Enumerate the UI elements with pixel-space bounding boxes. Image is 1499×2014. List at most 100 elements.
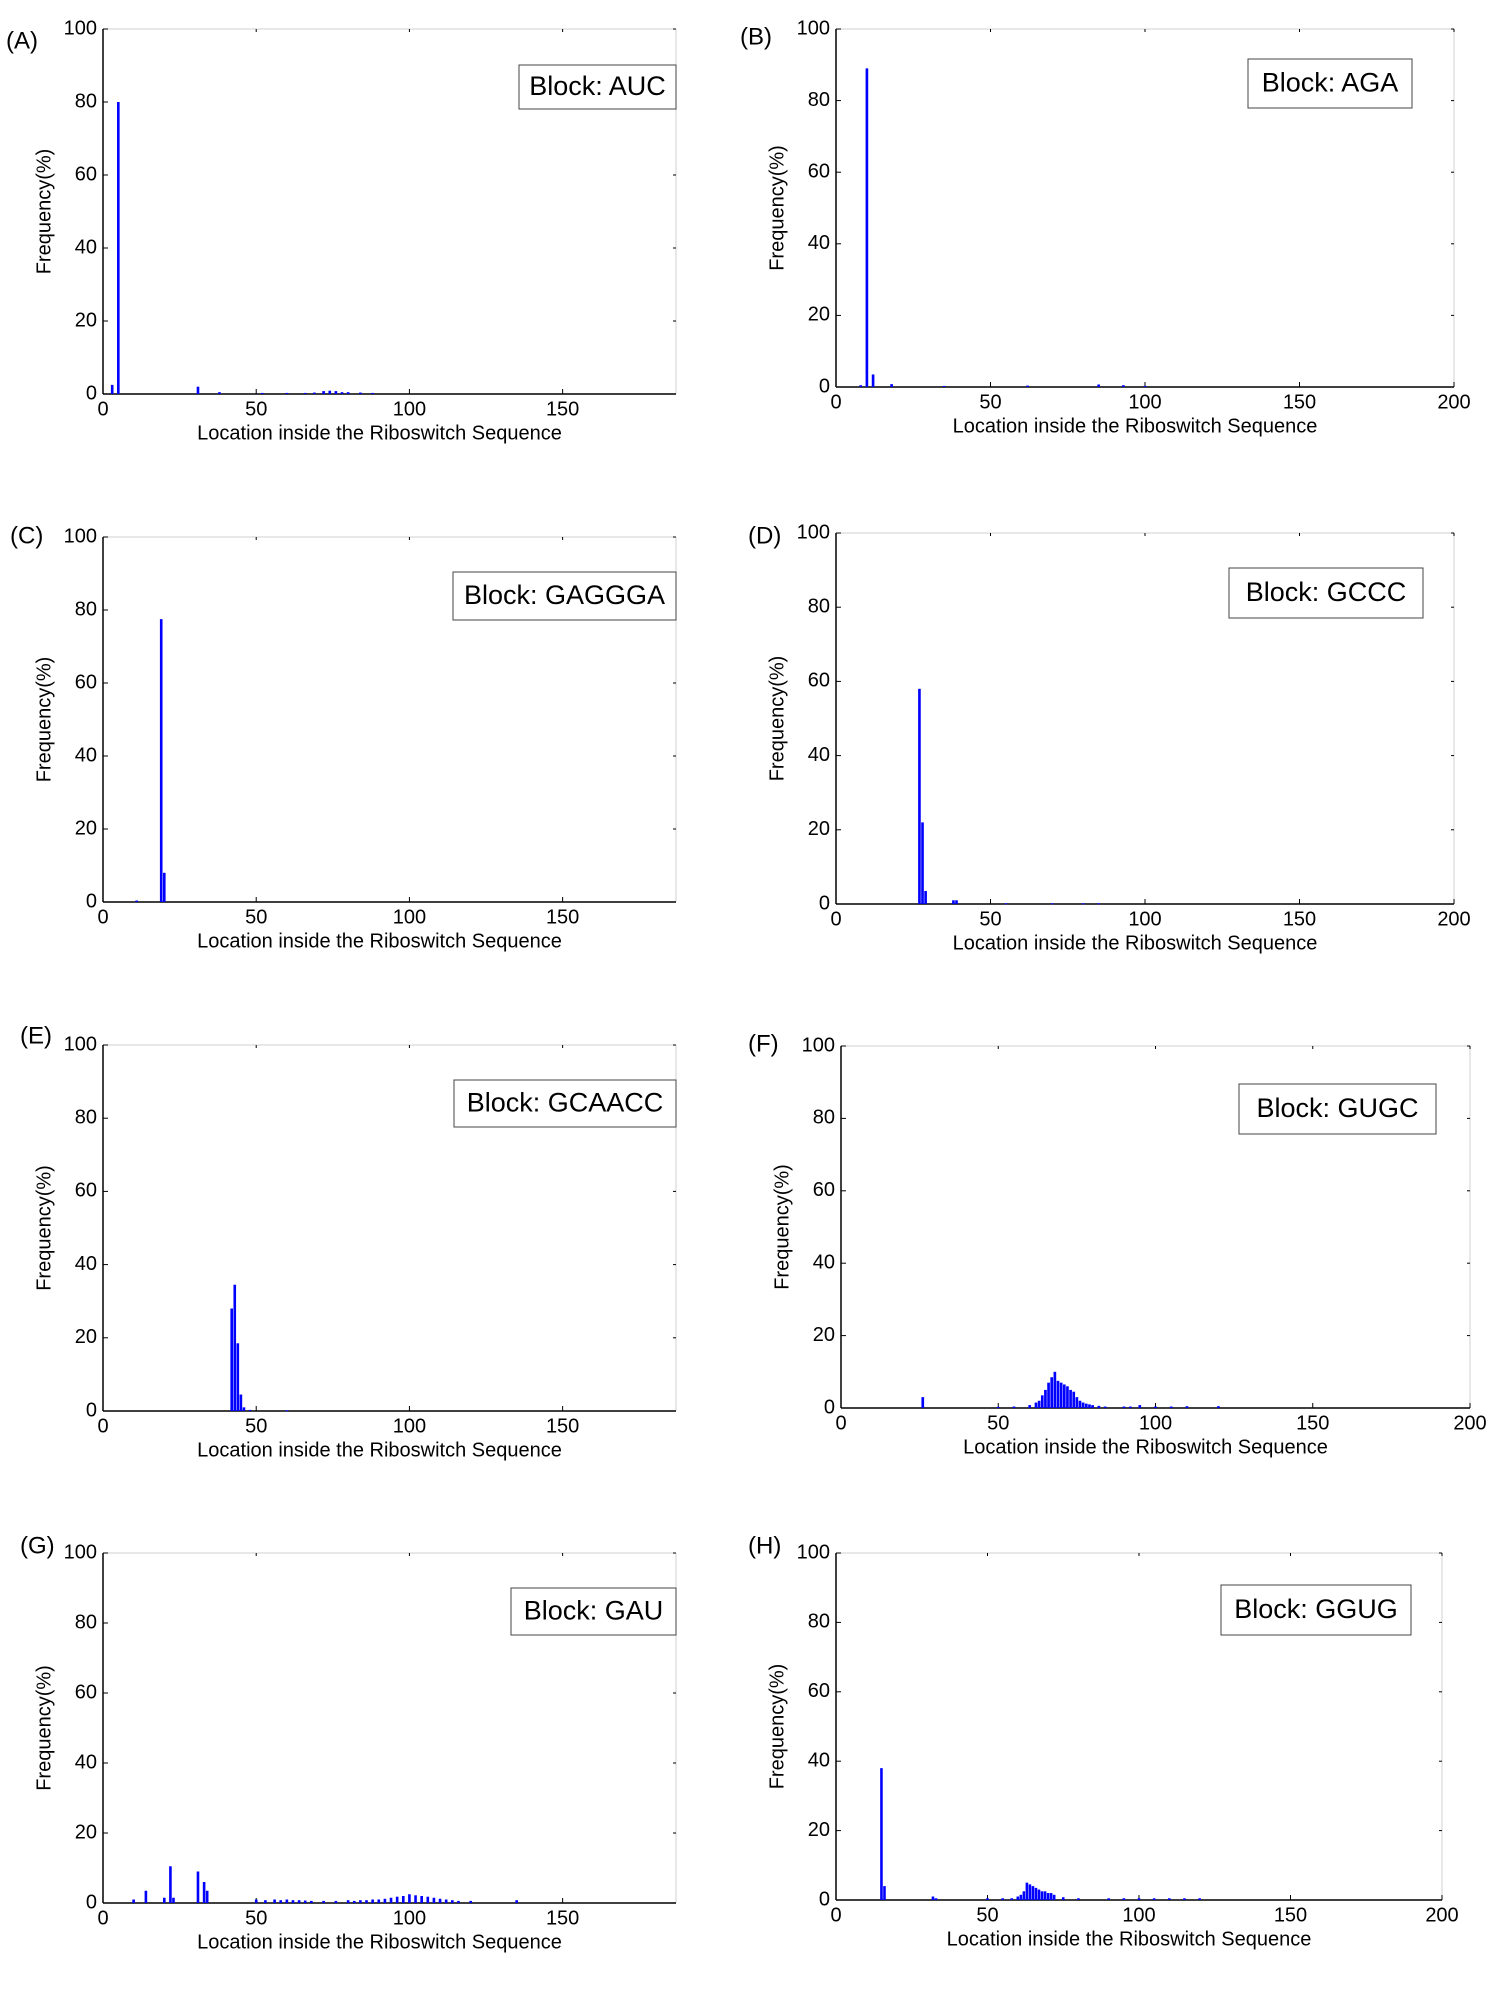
panel-label: (E) — [20, 1022, 52, 1049]
bar — [1022, 1891, 1026, 1900]
bar — [942, 385, 946, 387]
bar — [1137, 1898, 1141, 1900]
bar — [205, 1890, 209, 1903]
panel-label: (A) — [6, 27, 38, 54]
bar — [1066, 1386, 1069, 1408]
bar — [1019, 1894, 1023, 1900]
panel-label: (B) — [740, 23, 772, 50]
x-tick-label: 50 — [987, 1412, 1009, 1434]
bar — [1012, 1406, 1016, 1408]
bar — [1138, 1405, 1142, 1408]
bar — [1107, 1898, 1110, 1900]
bar — [377, 1899, 381, 1903]
bar — [328, 390, 332, 394]
y-tick-label: 0 — [86, 382, 97, 404]
bar — [1129, 1406, 1132, 1408]
y-tick-label: 20 — [808, 1819, 830, 1841]
legend: Block: AUC — [518, 64, 677, 110]
y-axis-label: Frequency(%) — [33, 149, 55, 275]
bar — [457, 1900, 460, 1903]
bar — [1047, 1382, 1050, 1408]
bar — [196, 1871, 200, 1903]
y-axis-label: Frequency(%) — [33, 657, 55, 783]
legend: Block: GAGGGA — [452, 571, 677, 621]
bar — [1091, 1405, 1094, 1408]
bar — [285, 1410, 289, 1412]
bar — [1016, 1896, 1020, 1900]
bar — [254, 1899, 258, 1903]
bar — [1069, 1389, 1072, 1408]
x-tick-label: 150 — [1283, 391, 1316, 413]
x-tick-label: 150 — [546, 398, 579, 420]
y-tick-label: 100 — [797, 1541, 830, 1563]
bar — [172, 1897, 175, 1903]
legend-text: Block: AUC — [529, 71, 666, 101]
x-tick-label: 0 — [830, 1904, 841, 1926]
bar — [310, 1900, 313, 1903]
x-tick-label: 0 — [830, 391, 841, 413]
panel-label: (G) — [20, 1532, 55, 1559]
bar — [1122, 385, 1125, 387]
bar — [469, 1900, 473, 1903]
y-tick-label: 60 — [75, 671, 97, 693]
y-tick-label: 100 — [797, 17, 830, 39]
legend-text: Block: AGA — [1262, 68, 1399, 98]
bar — [395, 1896, 399, 1903]
bar — [1122, 1898, 1126, 1900]
y-tick-label: 0 — [819, 1888, 830, 1910]
y-tick-label: 80 — [75, 1611, 97, 1633]
x-tick-label: 50 — [245, 906, 267, 928]
y-tick-label: 60 — [75, 1681, 97, 1703]
bar — [1097, 384, 1100, 387]
x-axis-label: Location inside the Riboswitch Sequence — [197, 1931, 562, 1953]
bar — [218, 392, 221, 394]
panel-b: (B) 0 20 40 60 80 100 0 50 100 150 200 Location insi… — [740, 17, 1471, 437]
x-tick-label: 50 — [245, 398, 267, 420]
x-tick-label: 200 — [1437, 908, 1470, 930]
bar — [426, 1896, 430, 1903]
x-tick-label: 50 — [245, 1907, 267, 1929]
x-axis-label: Location inside the Riboswitch Sequence — [953, 932, 1318, 954]
bar — [1081, 903, 1085, 905]
legend-text: Block: GCAACC — [467, 1088, 664, 1118]
y-tick-label: 60 — [808, 160, 830, 182]
y-axis-label: Frequency(%) — [33, 1165, 55, 1291]
x-tick-label: 200 — [1425, 1904, 1458, 1926]
y-tick-label: 60 — [808, 670, 830, 692]
y-tick-label: 40 — [75, 1253, 97, 1275]
y-tick-label: 60 — [813, 1179, 835, 1201]
bar — [1097, 903, 1100, 905]
y-tick-label: 40 — [75, 744, 97, 766]
bar — [1084, 1403, 1088, 1408]
bar — [1168, 1898, 1171, 1900]
bar — [1040, 1395, 1044, 1408]
bar — [859, 385, 863, 387]
y-tick-label: 40 — [75, 1751, 97, 1773]
bar — [303, 392, 307, 394]
panel-f: (F) 0 20 40 60 80 100 0 50 100 150 200 Location insi… — [748, 1030, 1487, 1458]
y-tick-label: 0 — [824, 1396, 835, 1418]
bar — [1037, 1889, 1041, 1900]
legend: Block: GGUG — [1220, 1584, 1412, 1636]
bar — [359, 1900, 362, 1903]
y-tick-label: 20 — [808, 818, 830, 840]
x-axis-label: Location inside the Riboswitch Sequence — [947, 1928, 1312, 1950]
bar — [1077, 1898, 1080, 1900]
legend: Block: GCAACC — [453, 1079, 677, 1128]
bar — [1034, 1402, 1038, 1408]
bar — [924, 891, 927, 904]
legend: Block: AGA — [1247, 58, 1413, 109]
bar — [303, 1900, 307, 1903]
y-tick-label: 100 — [802, 1034, 835, 1056]
y-tick-label: 40 — [808, 232, 830, 254]
bar — [1049, 1893, 1053, 1900]
legend-box — [1247, 58, 1413, 109]
bar — [196, 386, 200, 394]
legend-text: Block: GGUG — [1234, 1594, 1398, 1624]
bar — [1001, 1898, 1004, 1900]
bar — [515, 1900, 518, 1903]
bar — [1040, 1891, 1044, 1900]
bar — [248, 1409, 252, 1411]
y-tick-label: 0 — [86, 890, 97, 912]
